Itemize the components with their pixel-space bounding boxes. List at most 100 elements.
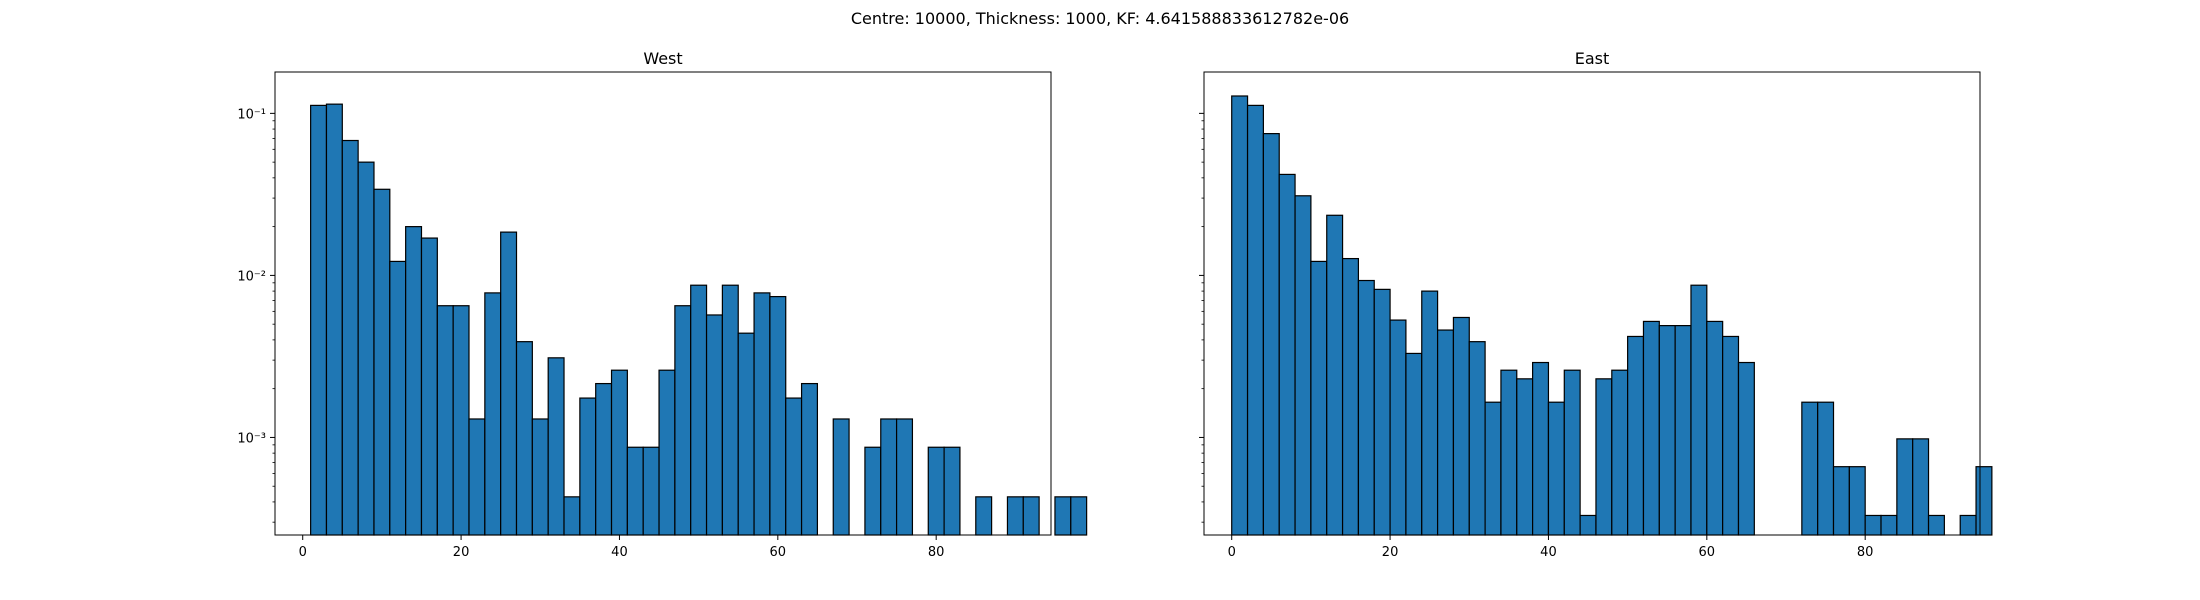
bar-east bbox=[1864, 514, 1882, 536]
bar-east bbox=[1817, 401, 1835, 536]
bars-east bbox=[1231, 95, 1993, 536]
figure-suptitle: Centre: 10000, Thickness: 1000, KF: 4.64… bbox=[851, 9, 1349, 28]
x-tick-label: 40 bbox=[1540, 545, 1557, 560]
panel-west: 0 20 40 60 80 10⁻³ 10⁻² 10⁻¹ West bbox=[237, 49, 1088, 560]
y-tick-label: 10⁻¹ bbox=[237, 107, 266, 122]
bar-east bbox=[1326, 214, 1344, 536]
x-tick-label: 20 bbox=[1382, 545, 1399, 560]
bar-east bbox=[1722, 335, 1740, 536]
bar-west bbox=[579, 397, 597, 536]
bar-west bbox=[626, 446, 644, 536]
bar-east bbox=[1278, 173, 1296, 536]
bar-west bbox=[769, 295, 787, 536]
bar-west bbox=[658, 369, 676, 536]
bar-east bbox=[1246, 104, 1264, 536]
bar-east bbox=[1611, 369, 1629, 536]
bar-west bbox=[468, 418, 486, 536]
bar-west bbox=[800, 382, 819, 536]
bar-west bbox=[674, 305, 692, 536]
bar-west bbox=[975, 496, 993, 536]
bar-west bbox=[405, 226, 423, 536]
bar-east bbox=[1532, 361, 1550, 536]
bar-east bbox=[1421, 290, 1439, 536]
plot-frame-east bbox=[1203, 71, 1981, 536]
bar-west bbox=[531, 418, 549, 536]
bar-east bbox=[1927, 514, 1945, 536]
x-tick-label: 0 bbox=[1228, 545, 1236, 560]
y-tick-label: 10⁻³ bbox=[237, 431, 266, 446]
bar-west bbox=[610, 369, 628, 536]
bar-west bbox=[547, 357, 565, 536]
bar-west bbox=[357, 161, 375, 536]
bar-east bbox=[1674, 325, 1692, 536]
bar-west bbox=[721, 284, 739, 536]
bar-west bbox=[500, 231, 518, 536]
bar-east bbox=[1468, 341, 1486, 536]
bar-west bbox=[484, 292, 502, 536]
bar-east bbox=[1436, 329, 1455, 536]
x-tick-label: 60 bbox=[1699, 545, 1716, 560]
bar-west bbox=[927, 446, 945, 536]
bar-west bbox=[1006, 496, 1024, 536]
plot-frame-west bbox=[274, 71, 1052, 536]
bar-east bbox=[1579, 514, 1597, 536]
bar-east bbox=[1658, 325, 1676, 536]
bars-west bbox=[310, 103, 1088, 536]
bar-east bbox=[1627, 335, 1645, 536]
bar-west bbox=[325, 103, 343, 536]
panel-title-west: West bbox=[643, 49, 682, 68]
bar-east bbox=[1737, 361, 1755, 536]
bar-west bbox=[785, 397, 803, 536]
bar-west bbox=[1054, 496, 1072, 536]
bar-east bbox=[1405, 352, 1423, 536]
bar-east bbox=[1357, 279, 1375, 536]
bar-east bbox=[1563, 369, 1581, 536]
y-tick-label: 10⁻² bbox=[237, 269, 266, 284]
bar-east bbox=[1975, 466, 1993, 536]
panel-east: 0 20 40 60 80 East bbox=[1199, 49, 1993, 560]
bar-west bbox=[563, 496, 581, 536]
bar-east bbox=[1231, 95, 1249, 536]
bar-west bbox=[373, 188, 391, 536]
bar-east bbox=[1880, 514, 1898, 536]
bar-west bbox=[1022, 496, 1040, 536]
bar-east bbox=[1690, 284, 1708, 536]
bar-east bbox=[1484, 401, 1502, 536]
bar-east bbox=[1341, 257, 1360, 536]
bar-west bbox=[943, 446, 961, 536]
bar-east bbox=[1262, 133, 1280, 536]
bar-east bbox=[1642, 320, 1660, 536]
bar-east bbox=[1373, 288, 1391, 536]
bar-west bbox=[595, 382, 613, 536]
bar-west bbox=[436, 305, 454, 536]
bar-east bbox=[1896, 438, 1914, 536]
bar-east bbox=[1706, 320, 1724, 536]
bar-east bbox=[1310, 260, 1328, 536]
bar-east bbox=[1500, 369, 1518, 536]
x-tick-label: 20 bbox=[453, 545, 470, 560]
bar-east bbox=[1595, 378, 1613, 536]
bar-east bbox=[1832, 466, 1850, 536]
bar-east bbox=[1848, 466, 1866, 536]
bar-west bbox=[753, 292, 771, 536]
x-tick-label: 40 bbox=[611, 545, 628, 560]
bar-west bbox=[832, 418, 850, 536]
bar-east bbox=[1547, 401, 1565, 536]
bar-east bbox=[1912, 438, 1930, 536]
bar-west bbox=[341, 139, 359, 536]
bar-west bbox=[880, 418, 898, 536]
bar-west bbox=[864, 446, 882, 536]
bar-west bbox=[737, 332, 755, 536]
bar-east bbox=[1389, 319, 1407, 536]
bar-west bbox=[642, 446, 660, 536]
bar-west bbox=[1070, 496, 1088, 536]
bar-west bbox=[690, 284, 708, 536]
bar-east bbox=[1959, 514, 1977, 536]
bar-east bbox=[1801, 401, 1819, 536]
bar-west bbox=[452, 305, 470, 536]
bar-east bbox=[1516, 378, 1534, 536]
bar-west bbox=[389, 260, 407, 536]
bar-west bbox=[895, 418, 914, 536]
x-tick-label: 80 bbox=[1857, 545, 1874, 560]
